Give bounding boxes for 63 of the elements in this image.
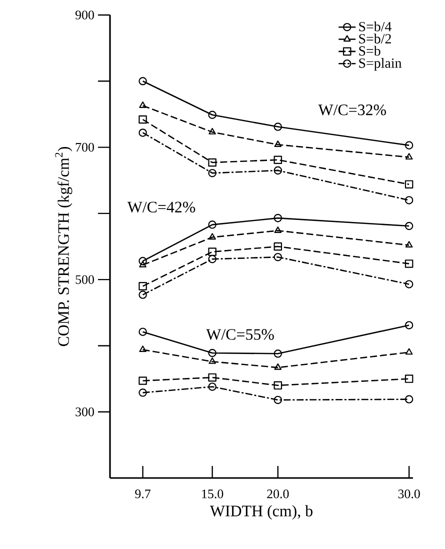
- point: [208, 382, 216, 391]
- x-tick-label: 9.7: [135, 490, 151, 498]
- point: [274, 396, 282, 404]
- legend-label: S=b/2: [359, 34, 391, 44]
- point: [274, 122, 282, 131]
- point: [404, 180, 414, 188]
- point: [404, 222, 414, 230]
- point: [274, 252, 282, 262]
- point: [274, 156, 282, 164]
- point: [208, 110, 216, 120]
- point: [138, 388, 147, 397]
- point: [274, 350, 282, 358]
- point: [208, 128, 216, 134]
- point: [208, 168, 216, 178]
- point: [208, 373, 216, 382]
- legend-label: S=plain: [359, 58, 402, 71]
- x-tick-label: 20.0: [267, 490, 289, 498]
- annotation: W/C=55%: [206, 329, 274, 340]
- point: [405, 153, 413, 160]
- x-tick-label: 15.0: [202, 490, 224, 498]
- point: [274, 166, 282, 175]
- point: [405, 348, 413, 355]
- point: [138, 115, 147, 124]
- point: [274, 140, 282, 147]
- point: [138, 282, 147, 290]
- point: [274, 214, 282, 222]
- y-tick-label: 700: [76, 142, 94, 152]
- point: [208, 348, 216, 358]
- point: [208, 357, 216, 364]
- point: [138, 376, 147, 385]
- annotation: W/C=42%: [127, 202, 196, 213]
- point: [138, 328, 147, 336]
- point: [208, 233, 216, 240]
- point: [208, 220, 216, 229]
- y-axis-title: COMP. STRENGTH (kgf/cm$^{2}$): [55, 146, 72, 346]
- legend-label: S=b/4: [359, 21, 392, 32]
- y-tick-label: 500: [76, 275, 94, 284]
- point: [404, 395, 414, 404]
- point: [274, 381, 282, 390]
- point: [138, 128, 147, 137]
- point: [138, 77, 147, 86]
- point: [138, 290, 147, 299]
- point: [404, 260, 414, 268]
- point: [208, 158, 216, 167]
- point: [404, 141, 414, 150]
- x-tick-label: 30.0: [398, 490, 420, 498]
- x-axis-title: WIDTH (cm), b: [210, 505, 312, 520]
- point: [404, 196, 414, 204]
- point: [404, 280, 414, 288]
- point: [274, 226, 282, 233]
- point: [208, 254, 216, 264]
- point: [404, 374, 414, 383]
- point: [405, 241, 413, 248]
- point: [208, 248, 216, 256]
- legend-label: S=b: [359, 46, 380, 56]
- point: [139, 346, 146, 352]
- annotation: W/C=32%: [318, 104, 386, 116]
- point: [139, 101, 146, 108]
- y-tick-label: 300: [76, 407, 94, 416]
- point: [274, 363, 282, 370]
- point: [274, 242, 282, 251]
- y-tick-label: 900: [75, 10, 94, 20]
- point: [404, 321, 414, 330]
